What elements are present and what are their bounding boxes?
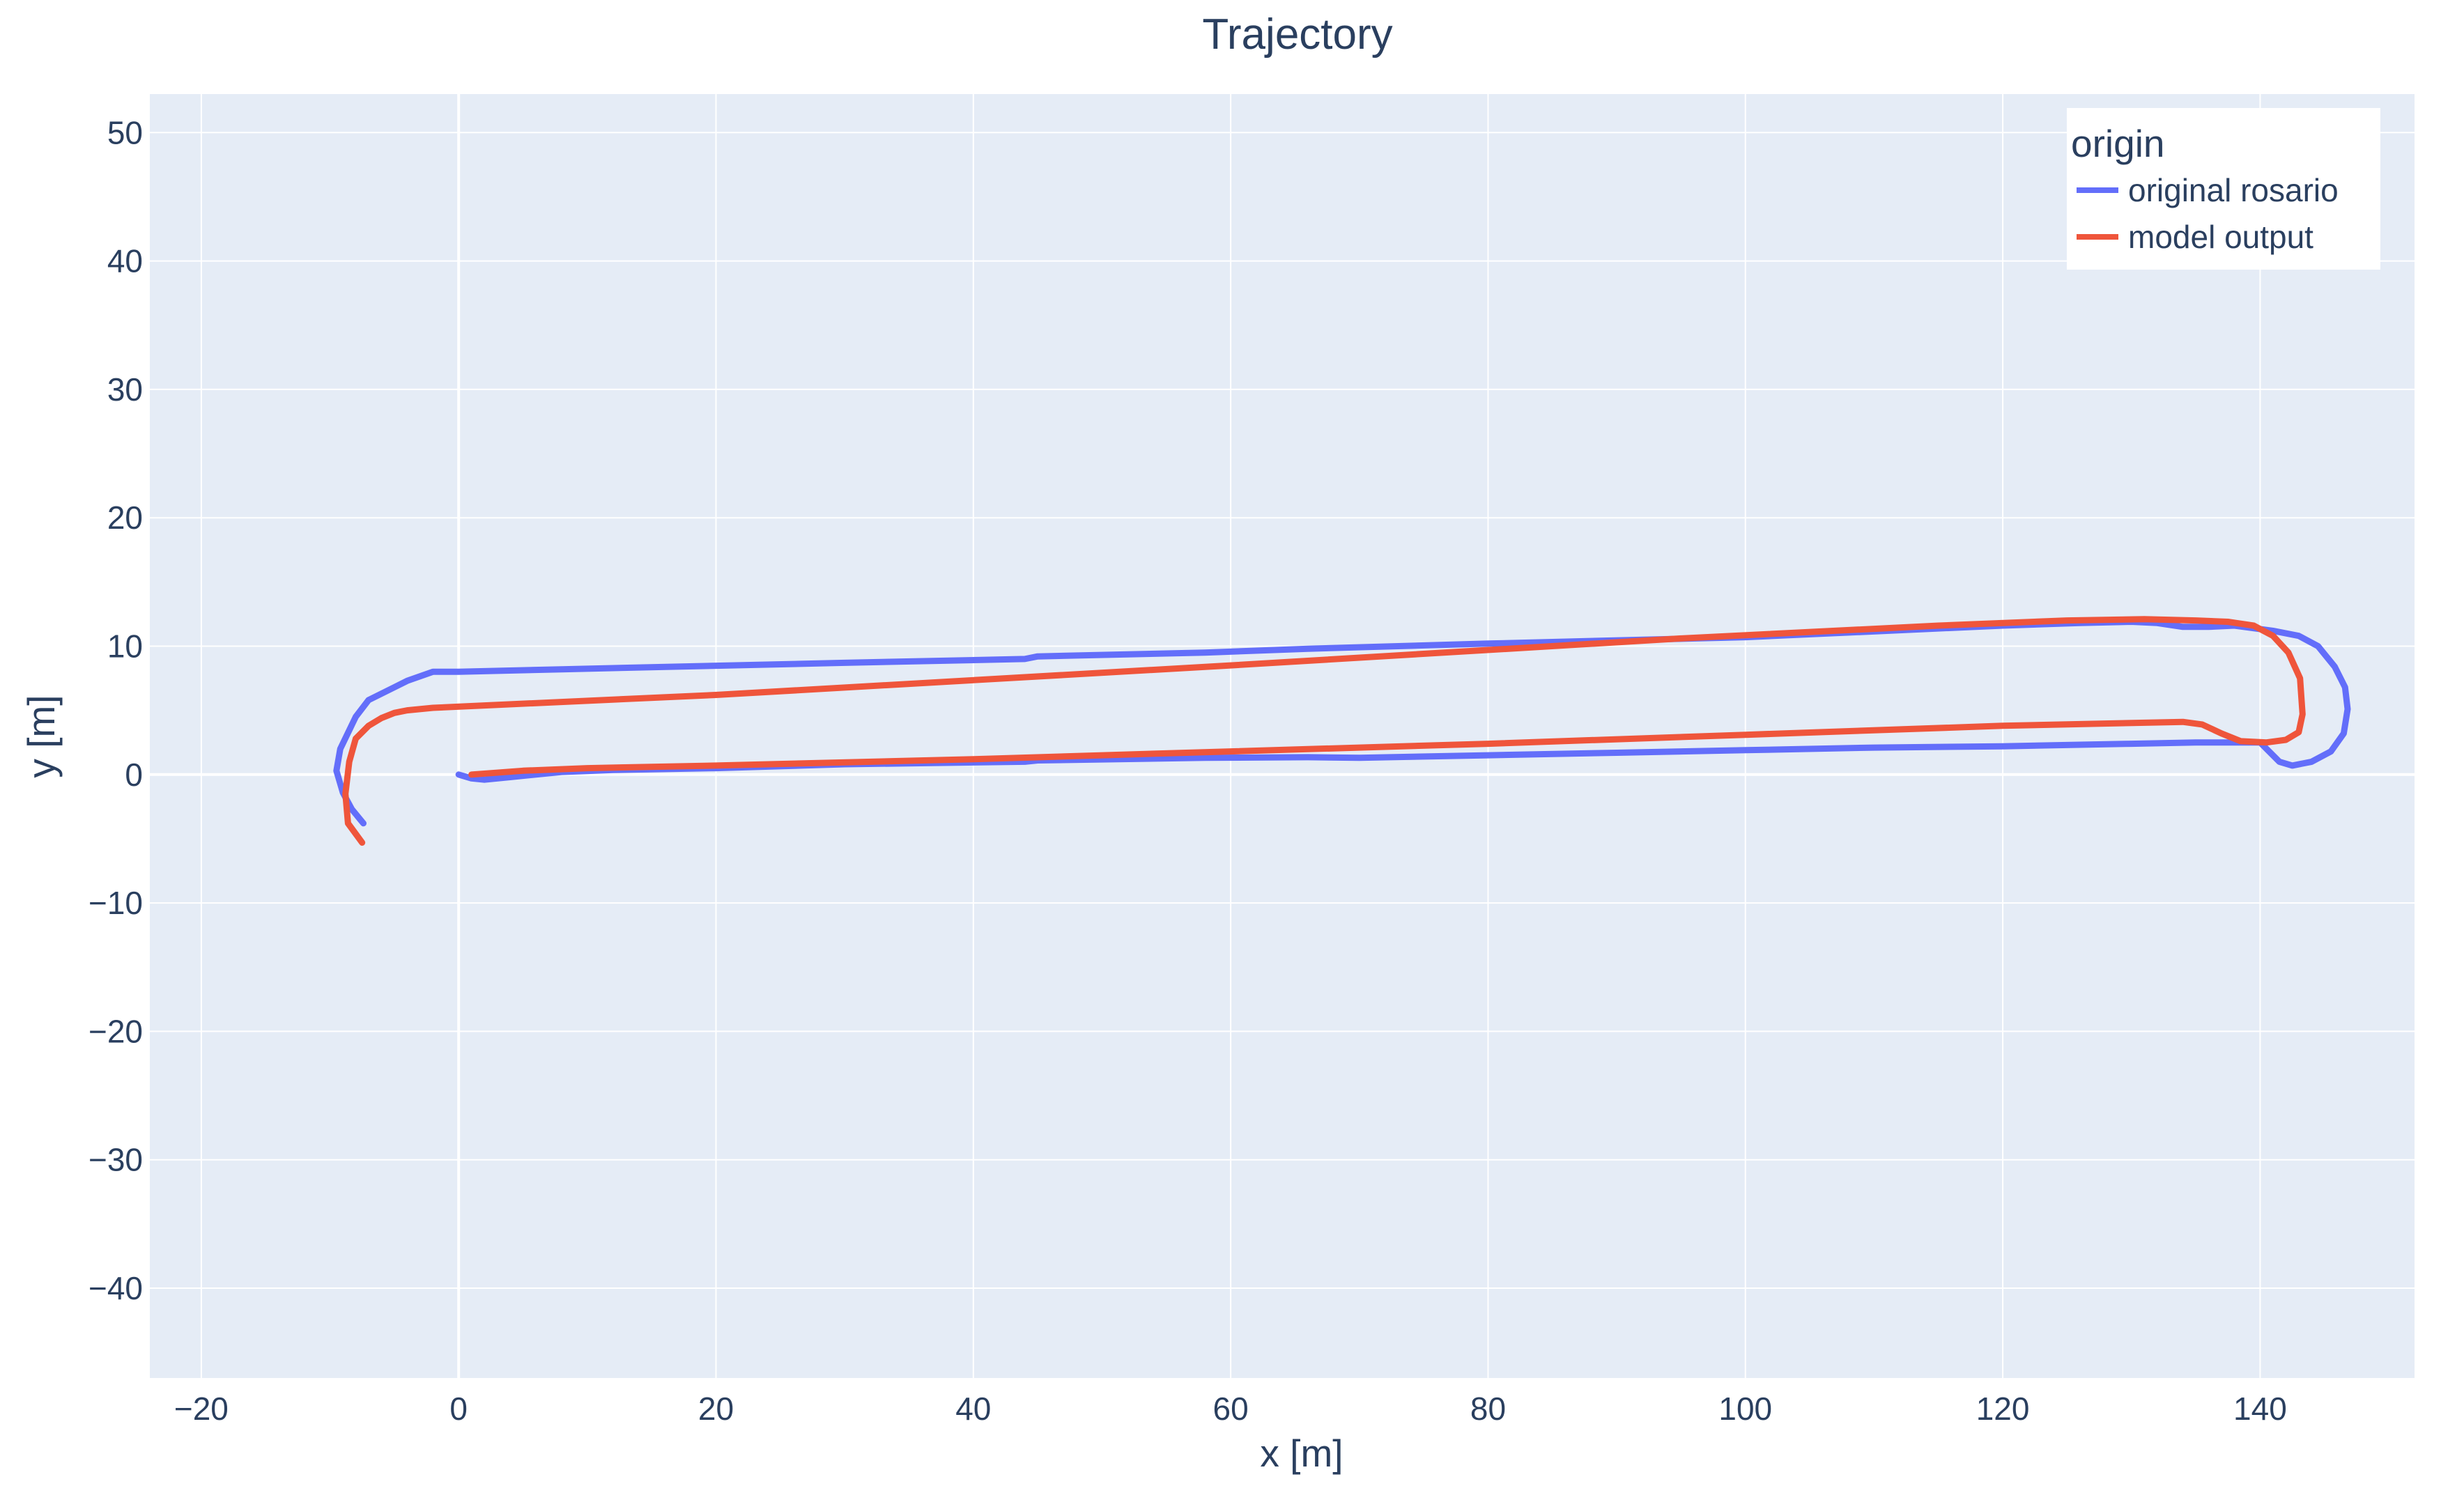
grid — [150, 94, 2415, 1378]
x-tick-label: 60 — [1213, 1391, 1249, 1427]
legend: origin original rosario model output — [2067, 108, 2380, 270]
y-tick-label: 10 — [107, 628, 143, 664]
x-tick-label: 80 — [1470, 1391, 1506, 1427]
x-tick-label: 40 — [955, 1391, 991, 1427]
series-layer — [333, 616, 2351, 846]
x-tick-label: 120 — [1976, 1391, 2030, 1427]
x-tick-label: 100 — [1718, 1391, 1772, 1427]
series-line-original-rosario[interactable] — [333, 619, 2351, 827]
y-tick-label: −20 — [88, 1013, 143, 1049]
legend-title: origin — [2071, 122, 2165, 165]
y-tick-label: −10 — [88, 885, 143, 921]
series-line-model-output[interactable] — [342, 616, 2306, 846]
y-tick-label: −40 — [88, 1270, 143, 1306]
y-tick-label: 20 — [107, 500, 143, 536]
chart-title: Trajectory — [1202, 10, 1392, 59]
y-tick-label: 0 — [125, 757, 143, 793]
legend-label-original-rosario[interactable]: original rosario — [2128, 172, 2339, 208]
legend-box — [2067, 108, 2380, 270]
y-tick-label: 50 — [107, 114, 143, 150]
tick-labels: −20 0 20 40 60 80 100 120 140 −40 −30 −20 −10 0 10 20 30… — [88, 114, 2287, 1427]
y-axis-title: y [m] — [20, 695, 63, 777]
x-axis-title: x [m] — [1260, 1432, 1343, 1475]
x-tick-label: 140 — [2233, 1391, 2287, 1427]
y-tick-label: 30 — [107, 371, 143, 408]
x-tick-label: −20 — [174, 1391, 229, 1427]
x-tick-label: 0 — [449, 1391, 468, 1427]
y-tick-label: −30 — [88, 1142, 143, 1178]
plot-background — [150, 94, 2415, 1378]
legend-label-model-output[interactable]: model output — [2128, 219, 2313, 255]
x-tick-label: 20 — [698, 1391, 734, 1427]
y-tick-label: 40 — [107, 243, 143, 279]
